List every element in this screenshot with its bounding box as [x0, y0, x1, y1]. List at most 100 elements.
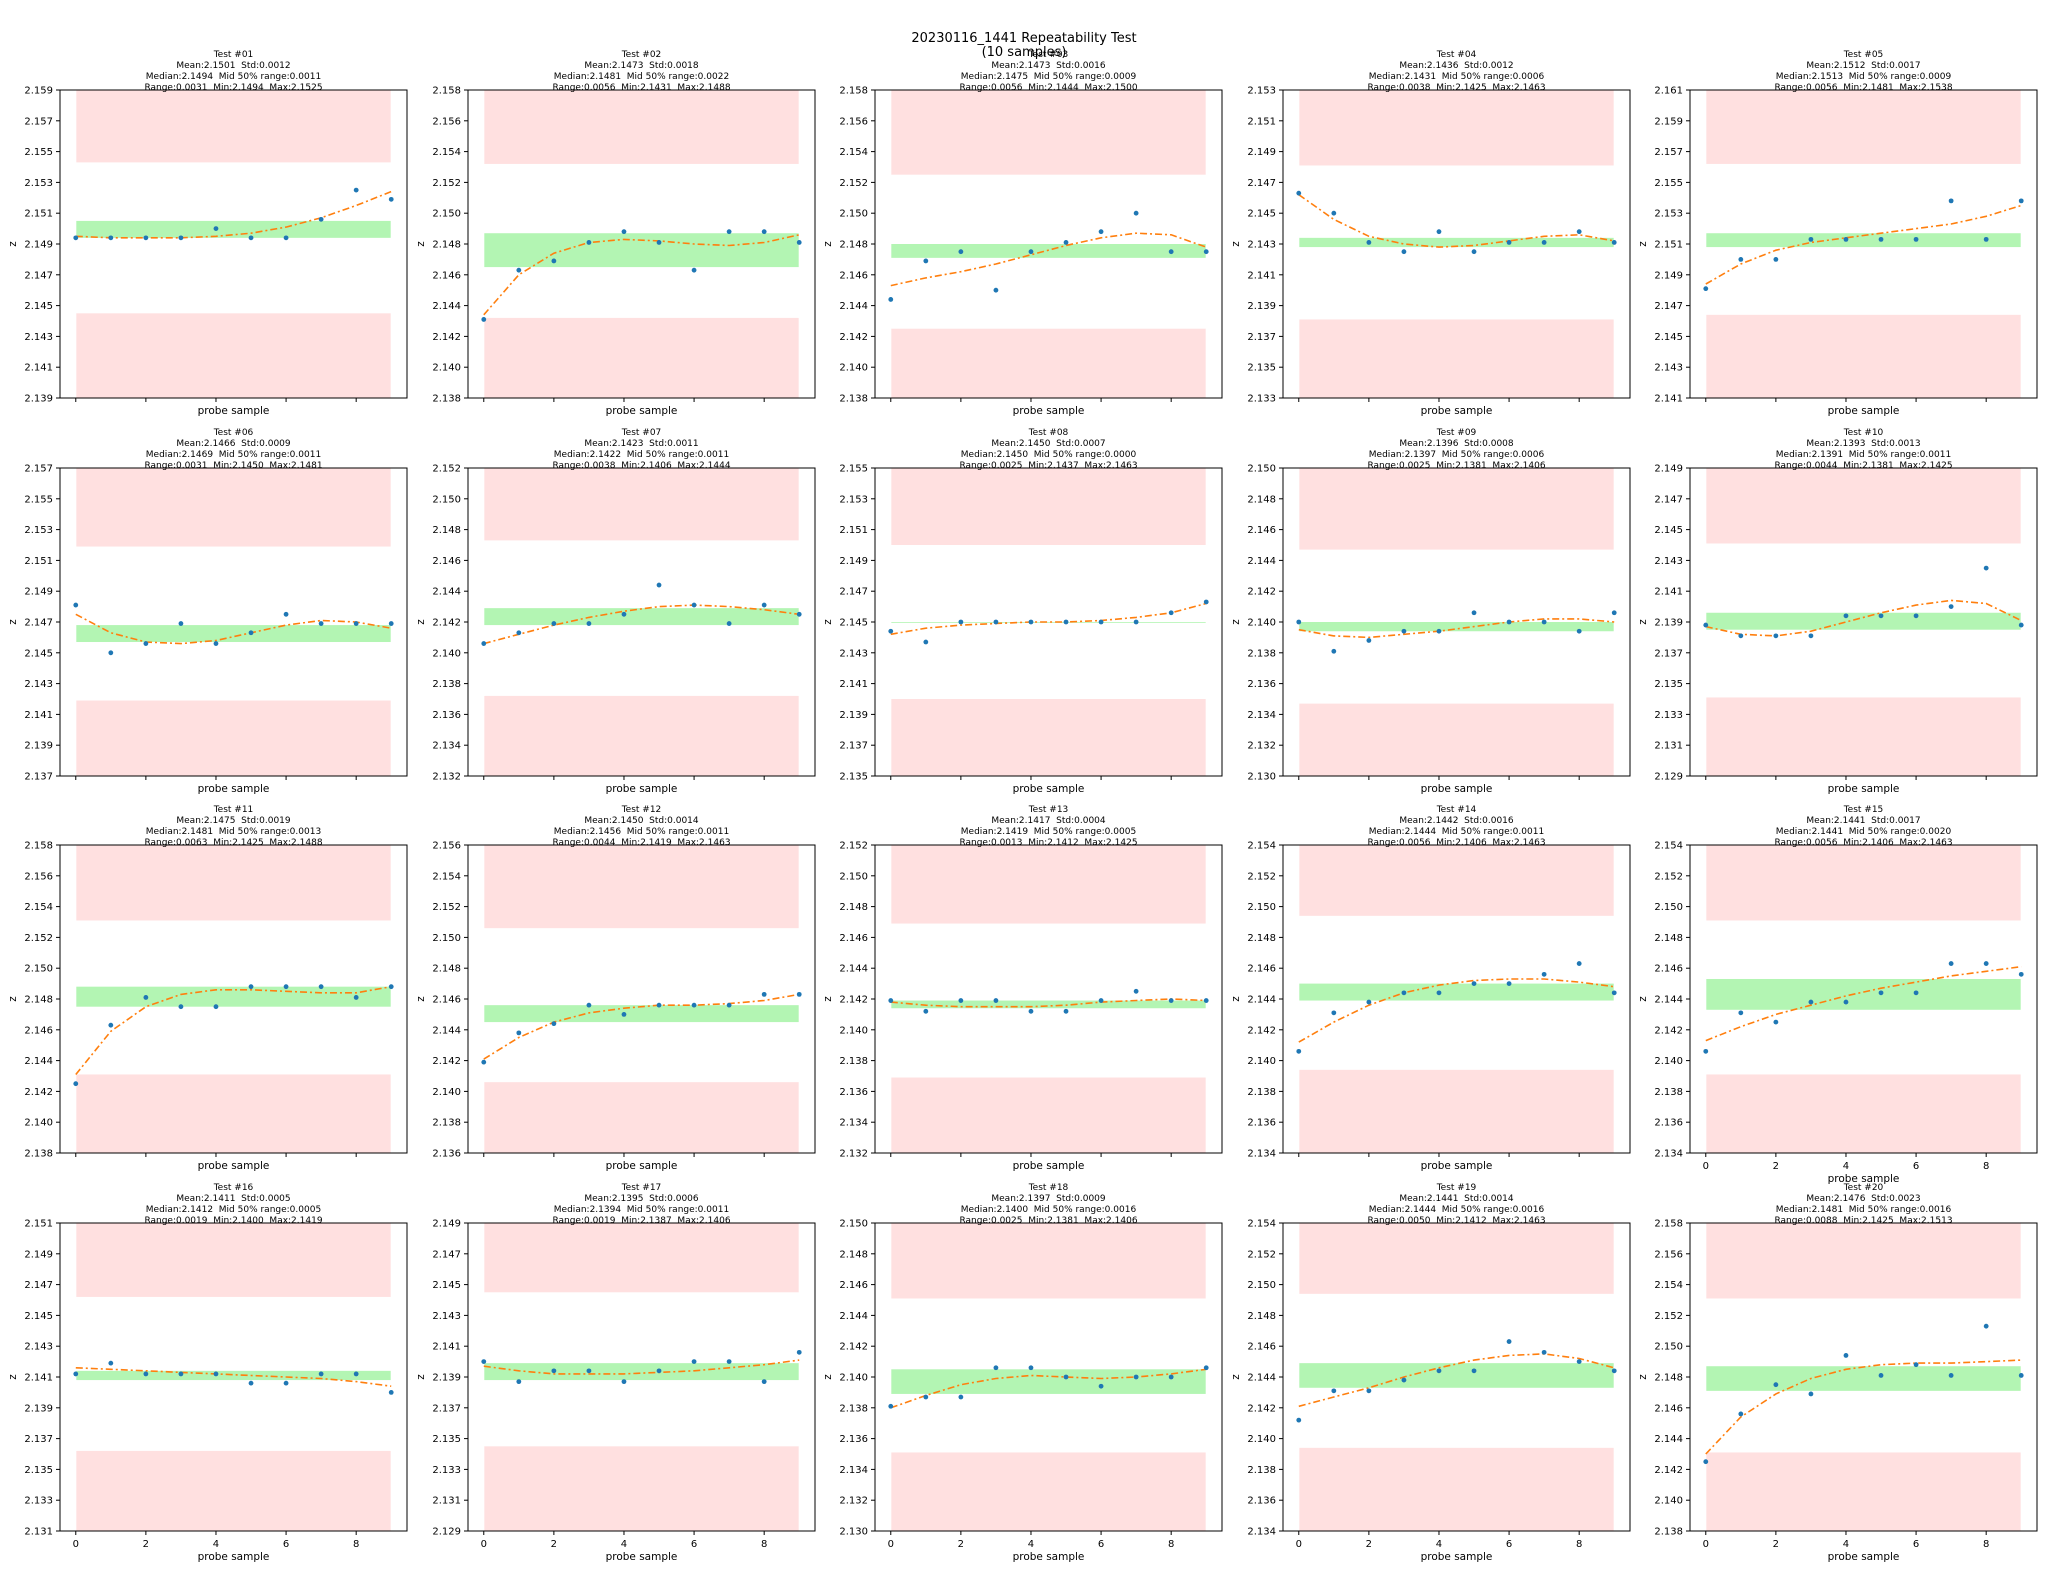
y-tick-label: 2.137	[24, 772, 53, 783]
y-tick-label: 2.152	[432, 902, 461, 913]
data-point	[1366, 999, 1372, 1005]
data-point	[621, 611, 627, 617]
y-tick-label: 2.141	[24, 363, 53, 374]
y-tick-label: 2.145	[1654, 525, 1683, 536]
data-point	[1843, 999, 1849, 1005]
y-tick-label: 2.139	[24, 1403, 53, 1414]
y-tick-label: 2.150	[24, 964, 53, 975]
subplot-stats-line: Median:2.1422 Mid 50% range:0.0011	[554, 450, 729, 460]
y-tick-label: 2.142	[839, 995, 868, 1006]
data-point	[481, 641, 487, 646]
subplot-title: Test #01	[213, 50, 254, 60]
subplot-title: Test #16	[213, 1183, 254, 1193]
data-point	[1506, 619, 1512, 625]
data-point	[1436, 628, 1442, 634]
y-tick-label: 2.142	[839, 1342, 868, 1353]
data-point	[1296, 190, 1302, 196]
x-tick-label: 2	[1366, 1539, 1372, 1550]
green-mid50-band	[484, 233, 799, 268]
figure-subtitle: (10 samples)	[982, 45, 1067, 60]
red-limit-band-upper	[1706, 845, 2021, 921]
y-tick-label: 2.139	[432, 1373, 461, 1384]
data-point	[958, 619, 964, 625]
data-point	[551, 1368, 557, 1374]
y-tick-label: 2.132	[1247, 741, 1276, 752]
red-limit-band-upper	[1299, 468, 1614, 550]
y-axis-label: z	[822, 996, 834, 1002]
y-tick-label: 2.135	[1654, 679, 1683, 690]
data-point	[1808, 236, 1814, 242]
data-point	[656, 1002, 662, 1008]
red-limit-band-upper	[891, 90, 1206, 175]
x-tick-label: 0	[888, 1539, 894, 1550]
data-point	[1506, 1339, 1512, 1344]
data-point	[283, 611, 289, 617]
subplot-stats-line: Median:2.1481 Mid 50% range:0.0016	[1776, 1205, 1952, 1215]
x-tick-label: 0	[1703, 1161, 1709, 1172]
data-point	[1471, 1368, 1477, 1374]
data-point	[73, 235, 79, 241]
x-tick-label: 0	[1703, 1539, 1709, 1550]
red-limit-band-upper	[484, 90, 799, 164]
y-tick-label: 2.146	[1247, 964, 1276, 975]
y-tick-label: 2.137	[1247, 332, 1276, 343]
y-tick-label: 2.154	[1247, 1219, 1276, 1230]
data-point	[1203, 998, 1209, 1003]
data-point	[178, 1371, 184, 1377]
y-tick-label: 2.144	[1247, 556, 1276, 567]
subplot-stats-line: Mean:2.1512 Std:0.0017	[1806, 61, 1920, 71]
subplot-stats-line: Median:2.1450 Mid 50% range:0.0000	[961, 450, 1137, 460]
y-tick-label: 2.144	[1247, 1373, 1276, 1384]
y-tick-label: 2.136	[432, 1149, 461, 1160]
data-point	[1808, 633, 1814, 639]
y-tick-label: 2.145	[24, 1311, 53, 1322]
data-point	[1541, 971, 1547, 977]
y-tick-label: 2.147	[839, 587, 868, 598]
x-axis-label: probe sample	[1828, 405, 1900, 417]
subplot-stats-line: Median:2.1469 Mid 50% range:0.0011	[146, 450, 321, 460]
subplot-stats-line: Range:0.0056 Min:2.1431 Max:2.1488	[552, 83, 730, 93]
y-tick-label: 2.148	[1654, 1373, 1683, 1384]
y-tick-label: 2.149	[839, 556, 868, 567]
y-axis-label: z	[822, 241, 834, 247]
subplot-stats-line: Range:0.0050 Min:2.1412 Max:2.1463	[1367, 1216, 1545, 1226]
y-tick-label: 2.161	[1654, 86, 1683, 97]
x-axis-label: probe sample	[1013, 405, 1085, 417]
data-point	[888, 1403, 894, 1409]
y-tick-label: 2.131	[24, 1527, 53, 1538]
x-tick-label: 6	[1913, 1161, 1919, 1172]
data-point	[1948, 198, 1954, 204]
data-point	[621, 229, 627, 235]
y-tick-label: 2.150	[1247, 902, 1276, 913]
y-tick-label: 2.144	[839, 301, 868, 312]
x-axis-label: probe sample	[1421, 1551, 1493, 1563]
data-point	[516, 1030, 522, 1036]
y-tick-label: 2.132	[432, 772, 461, 783]
data-point	[143, 235, 149, 241]
x-tick-label: 4	[1843, 1539, 1849, 1550]
subplot: 2.134 2.136 2.138 2.140 2.142 2.144 2.146 2.148…	[1230, 1183, 1631, 1563]
y-tick-label: 2.145	[432, 1280, 461, 1291]
y-tick-label: 2.152	[24, 933, 53, 944]
y-axis-label: z	[7, 996, 19, 1002]
data-point	[1983, 961, 1989, 966]
subplot-stats-line: Mean:2.1441 Std:0.0014	[1399, 1194, 1514, 1204]
y-tick-label: 2.152	[1247, 871, 1276, 882]
subplot-stats-line: Mean:2.1417 Std:0.0004	[991, 816, 1106, 826]
x-tick-label: 2	[1773, 1161, 1779, 1172]
y-tick-label: 2.144	[1654, 995, 1683, 1006]
data-point	[1913, 1362, 1919, 1368]
data-point	[1611, 610, 1617, 616]
x-tick-label: 6	[283, 1539, 289, 1550]
y-tick-label: 2.157	[1654, 147, 1683, 158]
y-tick-label: 2.158	[24, 841, 53, 852]
y-tick-label: 2.139	[839, 710, 868, 721]
data-point	[248, 1380, 254, 1386]
y-tick-label: 2.145	[1654, 332, 1683, 343]
y-tick-label: 2.137	[432, 1403, 461, 1414]
x-axis-label: probe sample	[1828, 1551, 1900, 1563]
red-limit-band-lower	[1299, 703, 1614, 776]
x-tick-label: 0	[481, 1539, 487, 1550]
y-tick-label: 2.148	[839, 1249, 868, 1260]
data-point	[1063, 619, 1069, 625]
